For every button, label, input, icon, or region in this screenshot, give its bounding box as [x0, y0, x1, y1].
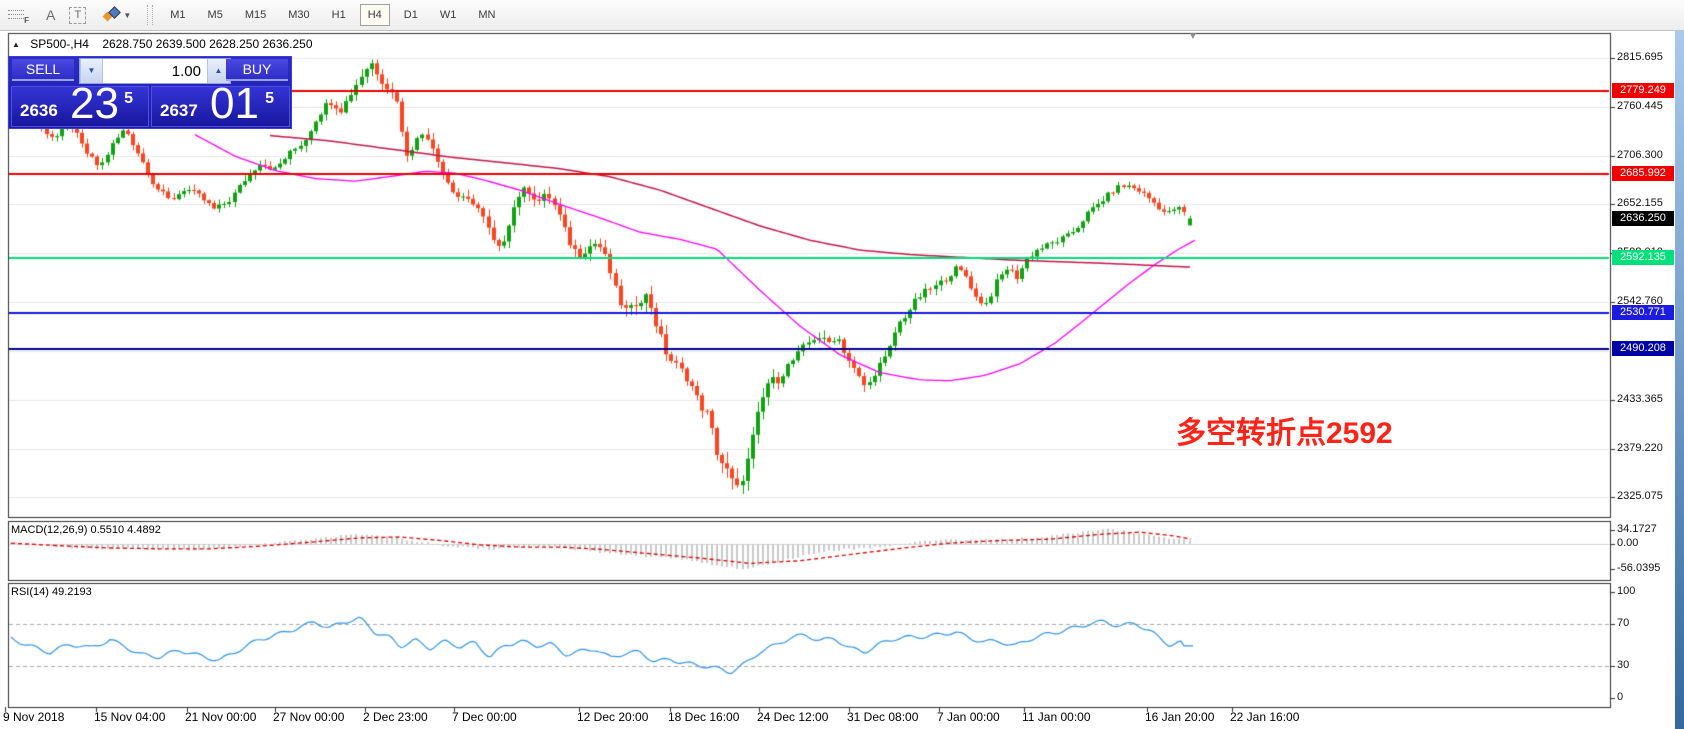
drawing-objects-icon[interactable]: [102, 6, 122, 23]
sell-button[interactable]: SELL: [12, 59, 74, 81]
window-edge-strip: [1675, 30, 1684, 729]
timeframe-button-m5[interactable]: M5: [207, 9, 223, 21]
buy-price-point: 5: [265, 90, 274, 107]
timeframe-button-w1[interactable]: W1: [439, 9, 457, 21]
indicator-list-icon[interactable]: F: [8, 8, 29, 25]
dotted-row: [8, 18, 24, 19]
sell-price-pips: 23: [70, 79, 119, 128]
timeframe-button-d1[interactable]: D1: [403, 9, 418, 21]
sell-price-button[interactable]: 2636 23 5: [11, 79, 149, 128]
dotted-row: [8, 14, 24, 15]
panel-collapse-arrow-icon[interactable]: ▲: [12, 40, 20, 49]
timeframe-button-h4[interactable]: H4: [359, 4, 390, 26]
f-glyph: F: [24, 16, 29, 25]
timeframe-button-group: M1 M5 M15 M30 H1 H4 D1 W1 MN: [159, 4, 506, 26]
text-label-tool-icon[interactable]: A: [46, 7, 56, 23]
chart-shift-marker-icon[interactable]: ▼: [1188, 31, 1198, 42]
dotted-row: [8, 10, 24, 11]
sell-price-prefix: 2636: [20, 101, 58, 120]
volume-input[interactable]: [103, 59, 207, 83]
symbol-period-label: SP500-,H4: [30, 37, 89, 51]
timeframe-button-mn[interactable]: MN: [478, 9, 496, 21]
buy-price-button[interactable]: 2637 01 5: [151, 79, 290, 128]
main-toolbar: F A T ▼ M1 M5 M15 M30 H1 H4 D1 W1 MN: [0, 0, 1684, 31]
buy-price-prefix: 2637: [160, 101, 198, 120]
rsi-indicator-label: RSI(14) 49.2193: [11, 586, 92, 598]
volume-control: ▼ ▲: [79, 58, 231, 84]
toolbar-separator: [147, 5, 154, 25]
buy-button[interactable]: BUY: [226, 59, 288, 81]
text-box-tool-icon[interactable]: T: [69, 6, 87, 24]
sell-price-point: 5: [124, 90, 133, 107]
ohlc-values-label: 2628.750 2639.500 2628.250 2636.250: [102, 37, 313, 51]
chart-title: ▲ SP500-,H4 2628.750 2639.500 2628.250 2…: [12, 37, 313, 51]
timeframe-button-m30[interactable]: M30: [288, 9, 310, 21]
macd-indicator-label: MACD(12,26,9) 0.5510 4.4892: [11, 524, 161, 536]
chart-text-annotation: 多空转折点2592: [1176, 417, 1393, 450]
volume-decrease-button[interactable]: ▼: [80, 59, 103, 83]
timeframe-button-m15[interactable]: M15: [244, 9, 267, 21]
one-click-trading-panel: SELL ▼ ▲ BUY 2636 23 5 2637 01 5: [8, 56, 292, 129]
timeframe-button-m1[interactable]: M1: [170, 9, 186, 21]
objects-dropdown-caret-icon[interactable]: ▼: [123, 10, 132, 20]
timeframe-button-h1[interactable]: H1: [331, 9, 346, 21]
buy-price-pips: 01: [210, 79, 259, 128]
